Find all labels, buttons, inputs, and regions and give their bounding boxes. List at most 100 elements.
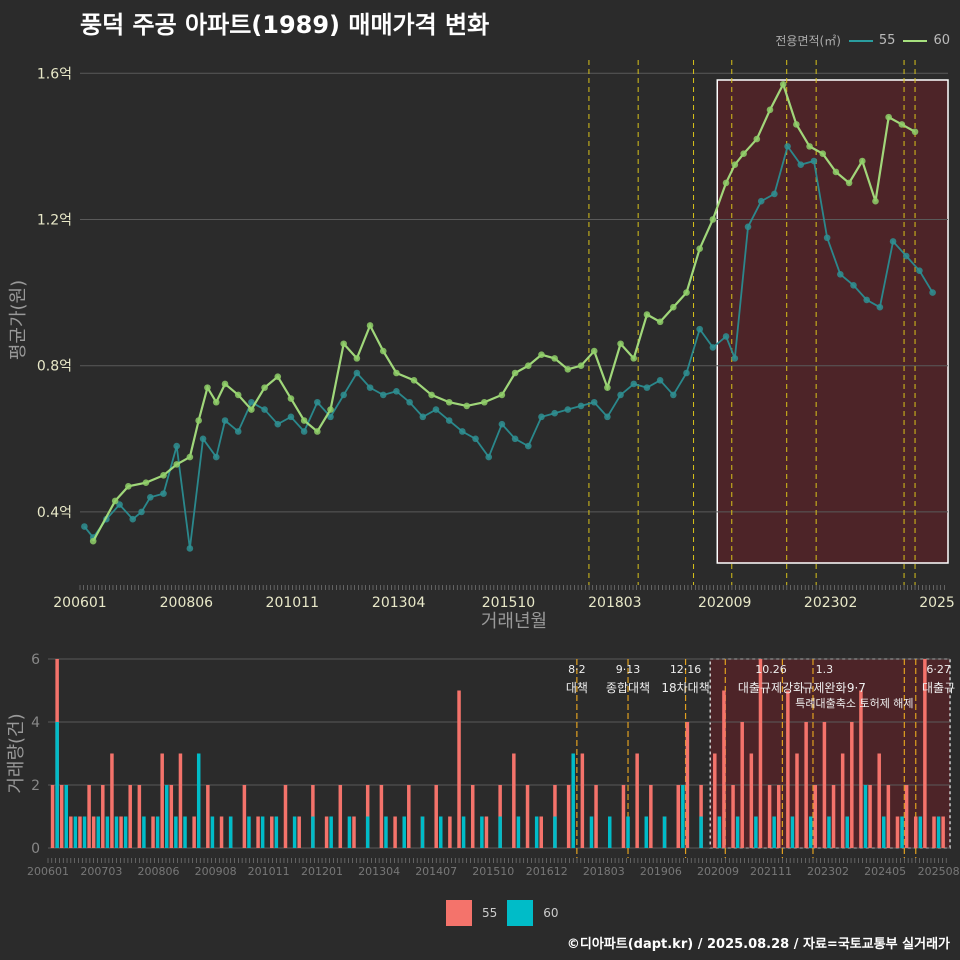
- volume-bar-55: [379, 785, 384, 848]
- volume-bar-60: [608, 816, 612, 848]
- data-point-60: [696, 245, 703, 253]
- volume-bar-55: [850, 722, 854, 848]
- data-point-60: [832, 168, 840, 176]
- volume-bar-55: [101, 785, 105, 848]
- data-point-60: [287, 395, 295, 402]
- volume-bar-55: [352, 816, 356, 848]
- data-point-60: [766, 106, 774, 114]
- volume-bar-55: [206, 785, 210, 848]
- data-point-55: [810, 157, 818, 165]
- volume-bar-55: [580, 753, 585, 848]
- volume-bar-60: [735, 816, 740, 848]
- data-point-55: [722, 333, 730, 340]
- area-legend: 전용면적(㎡) 55 60: [775, 32, 950, 49]
- volume-bar-55: [160, 753, 164, 848]
- volume-bar-55: [731, 785, 735, 848]
- data-point-60: [261, 384, 268, 391]
- volume-bar-55: [685, 722, 690, 848]
- volume-x-tick-label: 202405: [864, 865, 906, 878]
- volume-bar-60: [123, 816, 128, 848]
- data-point-55: [199, 435, 207, 443]
- data-point-60: [753, 135, 761, 143]
- volume-bar-55: [434, 785, 438, 848]
- volume-x-tick-label: 202508: [918, 865, 960, 878]
- data-point-55: [432, 406, 440, 413]
- volume-bar-60: [210, 816, 215, 848]
- data-point-55: [916, 267, 923, 274]
- volume-bar-55: [457, 690, 461, 848]
- data-point-60: [142, 479, 150, 486]
- volume-bar-55: [913, 816, 918, 848]
- y-tick-label: 1.2억: [37, 212, 72, 228]
- volume-bar-60: [790, 816, 795, 848]
- volume-bar-60: [174, 816, 178, 848]
- volume-bar-55: [137, 785, 142, 848]
- data-point-60: [722, 179, 730, 187]
- volume-y-tick-label: 0: [31, 841, 40, 857]
- data-point-55: [353, 369, 361, 377]
- volume-bar-55: [297, 816, 301, 848]
- data-point-60: [327, 406, 334, 413]
- volume-bar-55: [886, 785, 891, 848]
- volume-bar-55: [749, 753, 754, 848]
- volume-bar-60: [155, 816, 160, 848]
- data-point-60: [511, 369, 519, 377]
- volume-bar-55: [831, 785, 836, 848]
- data-point-60: [806, 143, 813, 150]
- volume-y-tick-label: 6: [31, 652, 40, 668]
- data-point-55: [837, 271, 844, 278]
- data-point-55: [744, 223, 752, 231]
- data-point-60: [872, 197, 879, 205]
- volume-bar-60: [498, 816, 502, 848]
- volume-bar-55: [256, 816, 260, 848]
- data-point-55: [876, 303, 884, 311]
- data-point-55: [186, 545, 194, 552]
- data-point-60: [234, 391, 242, 399]
- x-tick-label: 200806: [160, 595, 214, 611]
- data-point-55: [683, 369, 690, 377]
- data-point-55: [393, 387, 400, 395]
- volume-chart: 0 2 4 6 200601 200703 200806 200908 201011 201201…: [6, 652, 960, 878]
- x-tick-label: 201011: [266, 595, 319, 611]
- volume-bar-60: [516, 816, 521, 848]
- policy-annotation-text: 규제완화: [802, 681, 846, 695]
- volume-x-tick-label: 201011: [248, 865, 290, 878]
- data-point-60: [577, 362, 585, 369]
- data-point-55: [173, 442, 180, 450]
- data-point-55: [459, 428, 466, 435]
- volume-bar-60: [662, 816, 667, 848]
- data-point-55: [366, 384, 374, 391]
- x-tick-label: 202302: [804, 595, 857, 611]
- volume-bar-60: [644, 816, 649, 848]
- volume-bar-60: [900, 816, 904, 848]
- policy-annotation-date: 10.26: [755, 663, 787, 676]
- volume-bar-55: [91, 816, 96, 848]
- volume-bar-60: [534, 816, 539, 848]
- policy-annotation: 특례대출축소 토허제 해제: [795, 696, 913, 710]
- x-axis-title: 거래년월: [481, 611, 547, 632]
- volume-bar-55: [895, 816, 900, 848]
- volume-bar-60: [553, 816, 557, 848]
- data-point-55: [670, 391, 677, 399]
- data-point-55: [797, 161, 805, 168]
- volume-bar-55: [324, 816, 329, 848]
- volume-x-tick-label: 201612: [526, 865, 568, 878]
- volume-x-tick-label: 201201: [301, 865, 343, 878]
- volume-bar-60: [164, 785, 169, 848]
- data-point-60: [524, 362, 532, 369]
- volume-bar-55: [767, 785, 772, 848]
- volume-bar-55: [813, 785, 818, 848]
- volume-bar-55: [87, 785, 91, 848]
- volume-x-tick-label: 201304: [358, 865, 400, 878]
- y-tick-label: 0.8억: [37, 359, 72, 375]
- data-point-60: [428, 391, 435, 399]
- volume-y-axis-title: 거래량(건): [6, 713, 27, 793]
- data-point-60: [186, 453, 194, 461]
- volume-bar-55: [868, 785, 872, 848]
- volume-bar-60: [845, 816, 849, 848]
- data-point-55: [696, 325, 703, 333]
- data-point-60: [630, 355, 638, 362]
- volume-legend-label-55: 55: [482, 906, 498, 920]
- y-tick-label: 1.6억: [37, 66, 72, 82]
- x-tick-label: 202009: [698, 595, 751, 611]
